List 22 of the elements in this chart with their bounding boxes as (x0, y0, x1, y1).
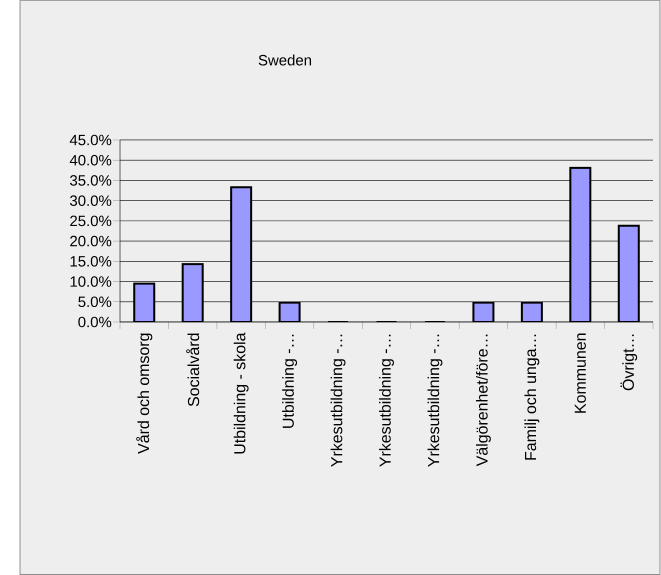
y-tick-label: 40.0% (70, 154, 112, 166)
x-tick-label: Yrkesutbildning -… (330, 334, 346, 467)
x-tick-label: Utbildning -… (282, 334, 298, 428)
y-tick-label: 0.0% (78, 316, 112, 328)
x-tick-label: Familj och unga… (524, 334, 540, 460)
x-tick-label: Kommunen (574, 334, 586, 413)
x-tick-label: Vård och omsorg (136, 334, 152, 454)
y-tick-label: 20.0% (70, 236, 112, 246)
y-tick-label: 15.0% (70, 256, 112, 267)
x-tick-label: Yrkesutbildning -… (428, 334, 442, 467)
x-tick-label: Utbildning - skola (234, 332, 249, 454)
y-tick-label: 30.0% (70, 195, 112, 206)
y-tick-label: 35.0% (70, 175, 112, 186)
y-tick-label: 25.0% (70, 216, 112, 226)
x-tick-label: Yrkesutbildning -… (379, 334, 394, 467)
x-tick-label: Övrigt… (620, 334, 638, 390)
chart-title: Sweden (258, 54, 312, 66)
y-tick-label: 45.0% (70, 134, 112, 146)
y-tick-label: 10.0% (70, 276, 112, 287)
x-tick-label: Socialvård (186, 334, 200, 406)
x-tick-label: Välgörenhet/före… (476, 334, 491, 466)
y-tick-label: 5.0% (78, 296, 112, 308)
